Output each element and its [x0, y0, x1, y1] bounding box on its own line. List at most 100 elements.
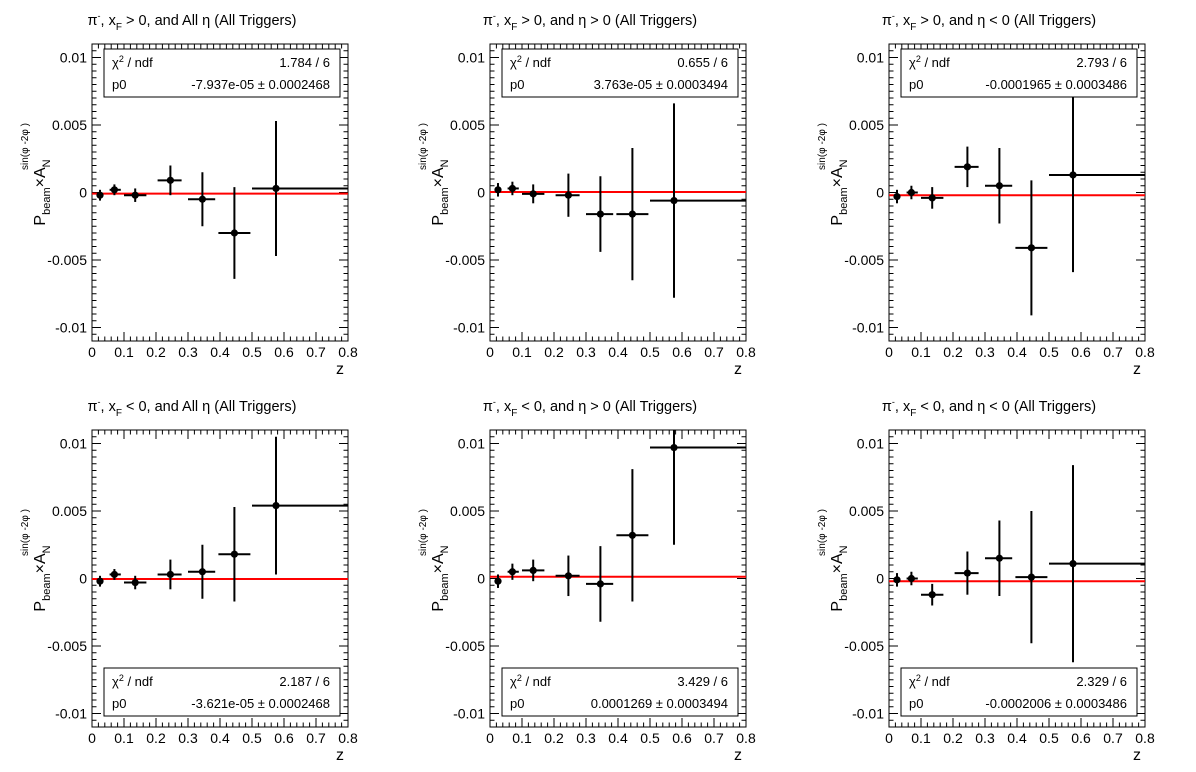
y-tick-label: 0 [876, 571, 884, 587]
data-marker [230, 229, 238, 237]
x-tick-label: 0.3 [576, 730, 596, 746]
x-tick-label: 0.1 [512, 730, 532, 746]
stats-box-frame [900, 667, 1138, 717]
y-tick-label: -0.01 [453, 320, 485, 336]
chi2-rest: / ndf [522, 674, 551, 689]
chart-panel-5: 0 0.1 0.2 0.3 0.4 0.5 0.6 0.7 0.8z0.010.0050-0.0… [418, 397, 756, 764]
x-tick-label: 0.1 [911, 730, 931, 746]
data-marker [596, 580, 604, 588]
stats-chi2-label: χ2 / ndf [909, 54, 950, 70]
y-tick-label: 0 [79, 571, 87, 587]
y-tick-label: -0.01 [55, 320, 87, 336]
x-tick-label: 0.2 [943, 730, 963, 746]
stats-p0-label: p0 [112, 77, 126, 92]
data-marker [670, 197, 678, 205]
y-axis-label-part: × [430, 564, 447, 573]
data-marker [963, 569, 971, 577]
data-point-2 [507, 181, 519, 196]
y-tick-label: 0 [876, 185, 884, 201]
chart-panel-3: 0 0.1 0.2 0.3 0.4 0.5 0.6 0.7 0.8z0.010.0050-0.0… [817, 11, 1155, 378]
y-axis-label-part: × [829, 564, 846, 573]
y-axis-label-part: A [430, 167, 447, 178]
x-tick-label: 0 [88, 344, 96, 360]
data-point-5 [985, 147, 1013, 224]
data-marker [564, 191, 572, 199]
title-text: > 0, and All η (All Triggers) [122, 13, 296, 29]
y-tick-label: 0 [477, 185, 485, 201]
data-marker [230, 550, 238, 558]
data-marker [96, 191, 104, 199]
x-tick-label: 0.3 [576, 344, 596, 360]
y-axis-label-part: N [439, 159, 451, 167]
y-axis-label-part: P [32, 215, 49, 226]
title-sep: , x [496, 399, 512, 415]
title-xf-sub: F [116, 22, 122, 33]
y-axis-label-part: P [32, 601, 49, 612]
stats-p0-label: p0 [909, 77, 923, 92]
title-particle: π [483, 13, 493, 29]
data-point-6 [1015, 180, 1048, 316]
data-point-1 [893, 189, 901, 204]
chi2-symbol: χ [112, 674, 119, 689]
y-axis-label-part: N [41, 159, 53, 167]
data-point-7 [650, 430, 746, 545]
x-tick-label: 0.7 [306, 730, 326, 746]
title-charge: - [98, 397, 101, 407]
stats-box: χ2 / ndf 3.429 / 6 p0 0.0001269 ± 0.0003494 [501, 667, 739, 717]
y-tick-label: 0.01 [60, 436, 87, 452]
x-tick-label: 0.3 [975, 344, 995, 360]
x-tick-label: 0.6 [1071, 344, 1091, 360]
stats-chi2-label: χ2 / ndf [112, 54, 153, 70]
y-tick-label: 0.005 [52, 503, 87, 519]
x-tick-label: 0.7 [704, 344, 724, 360]
chi2-superscript: 2 [517, 54, 522, 64]
y-tick-label: -0.005 [445, 638, 485, 654]
title-sep: , x [101, 399, 117, 415]
data-marker [272, 502, 280, 510]
data-marker [131, 191, 139, 199]
title-particle: π [483, 399, 493, 415]
data-marker [110, 570, 118, 579]
y-axis-label-part: P [430, 215, 447, 226]
stats-chi2-value: 2.187 / 6 [279, 674, 330, 689]
y-tick-label: 0.005 [849, 503, 884, 519]
y-axis-label-part: beam [41, 187, 53, 215]
x-axis-label: z [734, 747, 742, 764]
y-tick-label: 0.005 [52, 117, 87, 133]
data-marker [564, 572, 572, 580]
data-marker [628, 210, 636, 218]
data-marker [995, 554, 1003, 562]
y-axis-label-superscript: sin(φ -2φ ) [20, 123, 31, 170]
stats-p0-value: 0.0001269 ± 0.0003494 [591, 696, 728, 711]
title-sep: , x [895, 399, 911, 415]
stats-box-frame [103, 48, 341, 98]
title-sep: , x [895, 13, 911, 29]
x-tick-label: 0.5 [242, 344, 262, 360]
data-point-2 [109, 569, 121, 580]
y-tick-label: 0.005 [849, 117, 884, 133]
stats-chi2-value: 1.784 / 6 [279, 55, 330, 70]
x-tick-label: 0.7 [704, 730, 724, 746]
stats-chi2-label: χ2 / ndf [909, 673, 950, 689]
y-tick-label: -0.01 [852, 320, 884, 336]
data-point-2 [906, 571, 918, 586]
x-tick-label: 0.8 [338, 730, 358, 746]
data-marker [628, 531, 636, 539]
data-marker [928, 194, 936, 202]
y-axis-label-part: × [829, 178, 846, 187]
x-tick-label: 0.3 [178, 344, 198, 360]
x-tick-label: 0 [885, 344, 893, 360]
y-axis-label-part: P [829, 215, 846, 226]
y-axis-label-part: A [32, 167, 49, 178]
x-tick-label: 0.7 [306, 344, 326, 360]
stats-p0-value: -7.937e-05 ± 0.0002468 [191, 77, 330, 92]
data-marker [995, 182, 1003, 190]
chi2-rest: / ndf [921, 674, 950, 689]
title-text: < 0, and All η (All Triggers) [122, 399, 296, 415]
chart-panel-4: 0 0.1 0.2 0.3 0.4 0.5 0.6 0.7 0.8z0.010.0050-0.0… [20, 397, 358, 764]
stats-box: χ2 / ndf 2.329 / 6 p0 -0.0002006 ± 0.000348… [900, 667, 1138, 717]
